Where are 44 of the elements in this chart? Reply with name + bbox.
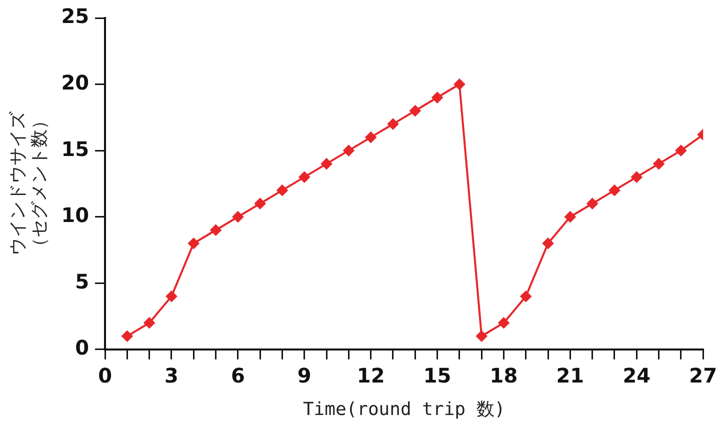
x-tick-label: 27 (689, 364, 718, 388)
y-tick-label: 20 (61, 70, 90, 94)
point (276, 184, 288, 196)
point (144, 317, 155, 328)
point (432, 92, 443, 104)
point (410, 105, 421, 116)
point (321, 158, 332, 170)
y-tick-label: 5 (75, 269, 90, 294)
point (520, 290, 532, 302)
point (586, 198, 598, 210)
y-tick-label: 0 (75, 336, 90, 360)
point (564, 211, 576, 222)
point (675, 145, 686, 156)
y-tick-label: 25 (61, 4, 90, 28)
point (653, 158, 664, 170)
x-tick-label: 21 (556, 364, 584, 388)
point (498, 317, 510, 328)
point (365, 132, 376, 143)
x-tick-label: 6 (230, 364, 245, 388)
point (476, 330, 488, 342)
point (631, 172, 642, 183)
point (188, 238, 200, 249)
x-tick-label: 12 (356, 364, 385, 388)
x-tick-label: 24 (622, 364, 651, 388)
x-tick-label: 18 (490, 364, 518, 388)
y-tick-label: 10 (61, 203, 90, 228)
x-axis-title: Time(round trip 数) (302, 398, 506, 420)
point (454, 78, 465, 90)
x-tick-label: 0 (98, 364, 112, 388)
x-tick-label: 15 (423, 364, 452, 388)
y-axis-title: ウインドウサイズ（セグメント数） (7, 110, 50, 256)
point (122, 330, 133, 342)
point (232, 211, 244, 222)
point (254, 198, 266, 210)
x-tick-label: 9 (297, 364, 312, 388)
point (343, 145, 354, 156)
point (298, 172, 310, 183)
x-tick-label: 3 (164, 364, 178, 388)
point (166, 290, 177, 302)
point (210, 224, 222, 236)
point (387, 118, 398, 130)
point (608, 184, 620, 196)
point (542, 238, 554, 249)
y-tick-label: 15 (61, 136, 90, 161)
